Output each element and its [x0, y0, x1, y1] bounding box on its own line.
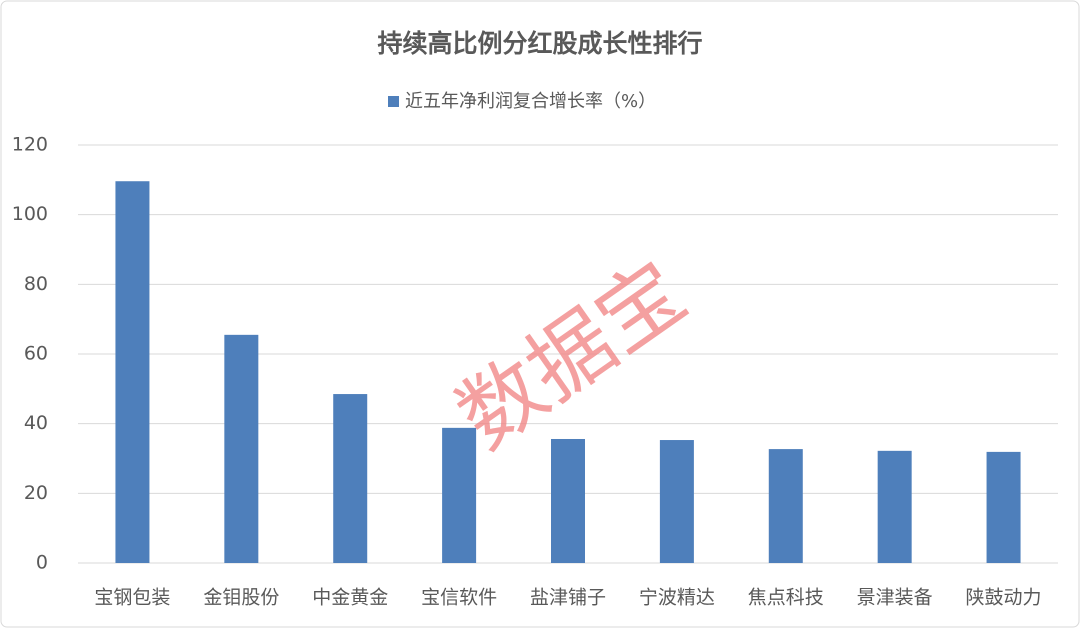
x-tick-label: 金钼股份: [203, 587, 279, 609]
x-tick-label: 盐津铺子: [530, 587, 606, 609]
bar: [551, 438, 585, 563]
x-tick-label: 焦点科技: [748, 587, 824, 609]
bar: [659, 440, 694, 563]
x-tick-label: 宁波精达: [639, 587, 715, 609]
bar: [115, 181, 150, 563]
y-tick-label: 40: [24, 412, 48, 434]
bar: [224, 334, 259, 563]
x-tick-label: 宝信软件: [421, 587, 497, 609]
y-tick-label: 20: [24, 482, 48, 504]
y-tick-label: 100: [12, 203, 48, 225]
y-tick-label: 0: [36, 552, 48, 574]
legend-label: 近五年净利润复合增长率（%）: [405, 91, 656, 112]
bar: [333, 394, 368, 563]
y-tick-label: 60: [24, 343, 48, 365]
bar: [442, 427, 477, 563]
x-tick-label: 中金黄金: [312, 587, 388, 609]
x-tick-label: 景津装备: [857, 587, 933, 609]
chart-title: 持续高比例分红股成长性排行: [377, 29, 702, 58]
bar: [768, 449, 803, 563]
bar: [877, 450, 912, 563]
x-tick-label: 陕鼓动力: [966, 587, 1042, 609]
bar: [986, 451, 1021, 563]
y-tick-label: 120: [12, 134, 48, 156]
y-tick-label: 80: [24, 273, 48, 295]
x-tick-label: 宝钢包装: [94, 587, 170, 609]
legend-swatch: [388, 96, 399, 107]
